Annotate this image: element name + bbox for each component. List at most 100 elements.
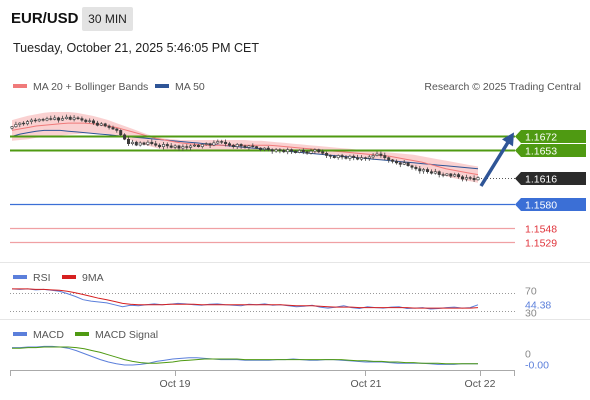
rsi-line xyxy=(11,288,479,310)
candle-body xyxy=(165,144,169,147)
candle-body xyxy=(367,156,371,159)
candle-body xyxy=(460,176,464,180)
candle-body xyxy=(64,116,68,119)
candle-body xyxy=(359,157,363,160)
candle-body xyxy=(282,150,286,153)
candle-body xyxy=(344,156,348,159)
candle-body xyxy=(173,145,177,148)
candle-body xyxy=(472,178,476,181)
rsi-ma-legend-label: 9MA xyxy=(82,272,104,284)
candle-body xyxy=(204,143,208,145)
candle-body xyxy=(293,150,297,153)
candle-body xyxy=(457,174,461,178)
candle-body xyxy=(53,117,57,120)
candle-body xyxy=(445,173,449,176)
candle-body xyxy=(476,177,480,181)
macd-signal-legend-swatch xyxy=(75,332,89,336)
candle-body xyxy=(387,157,391,161)
candle-body xyxy=(103,123,107,127)
ma50-legend-swatch xyxy=(155,84,169,88)
candle-body xyxy=(468,177,472,179)
candle-body xyxy=(328,155,332,157)
macd-signal-legend-label: MACD Signal xyxy=(95,329,158,341)
rsi-panel: RSI 9MA 70 30 44.38 xyxy=(10,272,551,320)
timestamp: Tuesday, October 21, 2025 5:46:05 PM CET xyxy=(13,41,259,55)
candle-body xyxy=(208,143,212,146)
candle-body xyxy=(239,144,243,147)
last-price-label: 1.1616 xyxy=(525,174,557,186)
candle-body xyxy=(196,144,200,147)
timeframe-button[interactable]: 30 MIN xyxy=(82,7,133,31)
candle-body xyxy=(57,117,61,121)
target-label-1: 1.1548 xyxy=(525,224,557,236)
ma20-legend-label: MA 20 + Bollinger Bands xyxy=(33,81,148,93)
candle-body xyxy=(111,127,115,130)
candle-body xyxy=(107,125,111,128)
candle-body xyxy=(158,144,162,147)
candles xyxy=(10,114,480,182)
candle-body xyxy=(297,150,301,153)
candle-body xyxy=(340,155,344,158)
candle-body xyxy=(60,118,64,121)
candle-body xyxy=(425,169,429,173)
candle-body xyxy=(332,155,336,158)
rsi-legend-label: RSI xyxy=(33,272,51,284)
candle-body xyxy=(441,174,445,176)
instrument-symbol: EUR/USD xyxy=(11,10,79,27)
time-axis: Oct 19 Oct 21 Oct 22 xyxy=(10,370,515,390)
candle-body xyxy=(41,119,45,121)
candle-body xyxy=(138,142,142,146)
candle-body xyxy=(92,120,96,124)
candle-body xyxy=(453,174,457,177)
candle-body xyxy=(231,144,235,147)
macd-value-label: -0.00 xyxy=(525,359,549,371)
rsi-legend-swatch xyxy=(13,275,27,279)
candle-body xyxy=(313,149,317,152)
candle-body xyxy=(418,168,422,172)
candle-body xyxy=(352,155,356,158)
rsi-ma-line xyxy=(12,288,479,309)
candle-body xyxy=(433,171,437,174)
candle-body xyxy=(33,119,37,122)
candle-body xyxy=(348,155,352,159)
candle-body xyxy=(49,118,53,120)
research-credit: Research © 2025 Trading Central xyxy=(424,81,581,93)
resistance-label-2: 1.1653 xyxy=(525,146,557,158)
candle-body xyxy=(10,126,14,129)
candle-body xyxy=(394,161,398,164)
candle-body xyxy=(162,144,166,147)
forecast-arrow-shaft xyxy=(479,141,510,187)
candle-body xyxy=(379,153,383,156)
forecast-arrow xyxy=(479,132,514,187)
candle-body xyxy=(200,144,204,147)
candle-body xyxy=(212,142,216,146)
candle-body xyxy=(142,142,146,145)
candle-body xyxy=(88,120,92,122)
candle-body xyxy=(150,141,154,144)
candle-body xyxy=(266,147,270,150)
candle-body xyxy=(181,146,185,149)
candle-body xyxy=(134,141,138,146)
candle-body xyxy=(18,122,22,125)
candle-body xyxy=(255,146,259,149)
candle-body xyxy=(251,145,255,147)
rsi-30-label: 30 xyxy=(525,308,537,320)
candle-body xyxy=(270,149,274,152)
macd-legend-label: MACD xyxy=(33,329,64,341)
candle-body xyxy=(262,147,266,150)
last-price-tag xyxy=(515,172,586,185)
resistance-tag-1 xyxy=(515,130,586,143)
candle-body xyxy=(130,141,134,144)
candle-body xyxy=(258,147,262,150)
candle-body xyxy=(29,119,33,122)
candle-body xyxy=(336,155,340,159)
candle-body xyxy=(414,167,418,170)
candle-body xyxy=(243,145,247,148)
candle-body xyxy=(169,145,173,148)
candle-body xyxy=(449,173,453,177)
candle-body xyxy=(422,169,426,172)
candle-body xyxy=(72,117,76,120)
candle-body xyxy=(123,134,127,140)
candle-body xyxy=(235,144,239,147)
